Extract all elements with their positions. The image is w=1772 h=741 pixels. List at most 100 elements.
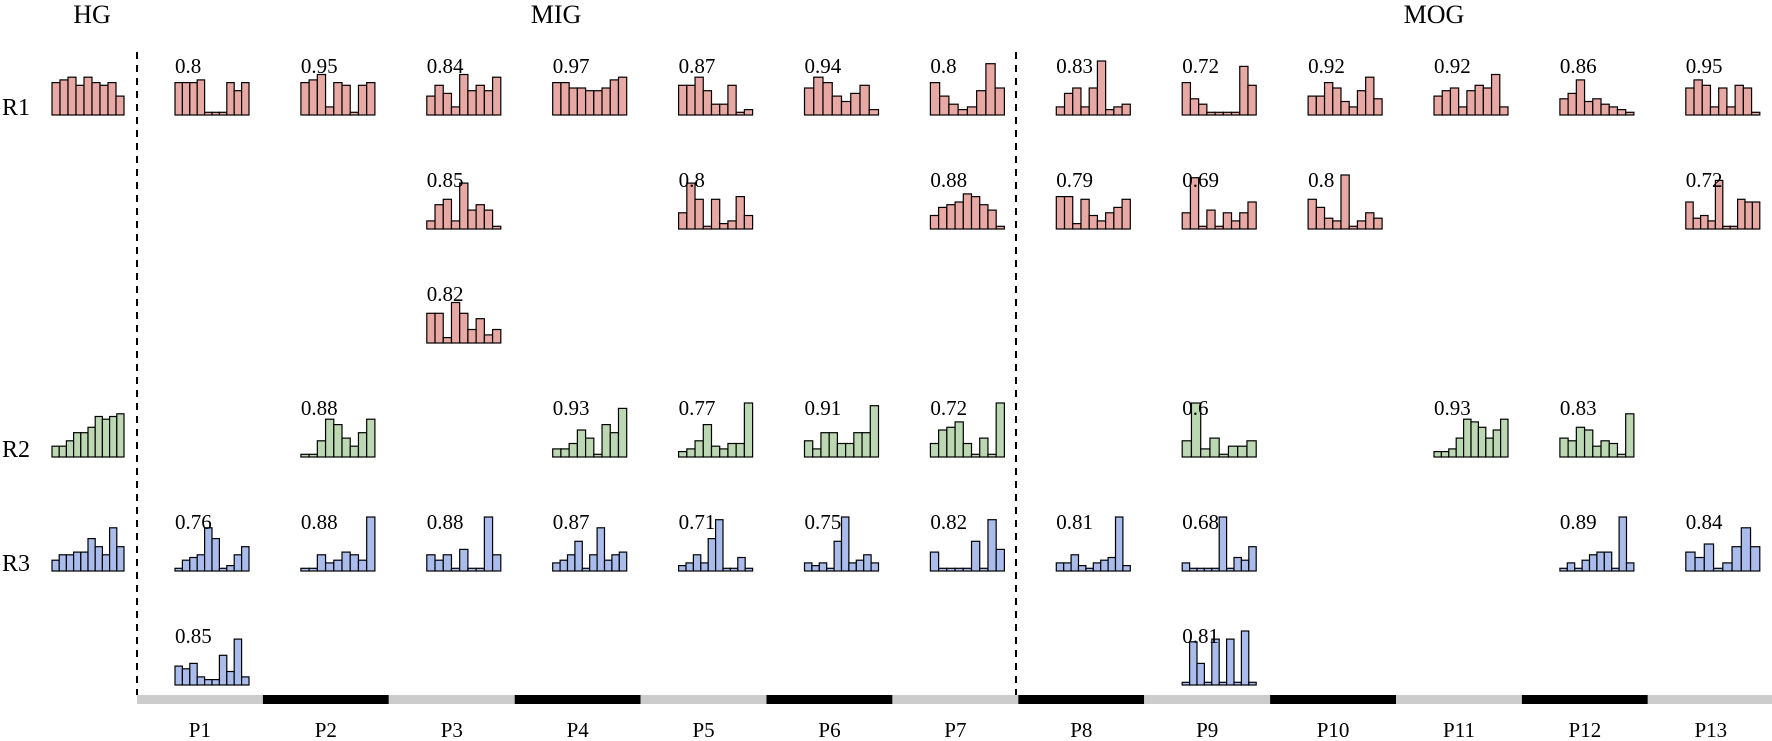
hist-r1-p6-1-bar-5 <box>840 100 852 116</box>
hist-r1-p12-1-bar-5 <box>1592 98 1602 116</box>
hist-r1-p9-1-bar-5 <box>1214 111 1224 116</box>
hist-r3-p6-1-bar-9 <box>863 554 872 572</box>
hist-r2-p12-1-bar-5 <box>1592 445 1602 458</box>
reference-hist-r1 <box>51 76 125 116</box>
score-label-r3-p3-1: 0.88 <box>427 510 464 534</box>
score-label-r1-p8-2: 0.79 <box>1056 168 1093 192</box>
hist-r3-p1-2-bar-1 <box>174 665 184 686</box>
hist-cell-r1-p7-2: 0.88 <box>929 168 1005 230</box>
hist-r1-p7-2-bar-5 <box>962 193 973 230</box>
hist-r1-p8-1-bar-4 <box>1080 106 1090 116</box>
hist-r2-p12-1-bar-1 <box>1559 437 1569 458</box>
column-band-p7 <box>892 695 1019 704</box>
hist-r3-p12-1-bar-2 <box>1566 562 1576 572</box>
hist-r1-p9-2-bar-9 <box>1247 201 1257 230</box>
hist-r1-p2-1-bar-5 <box>333 81 343 116</box>
hist-r1-p1-1-bar-8 <box>226 81 235 116</box>
hist-r1-p11-1-bar-9 <box>1499 106 1509 116</box>
hist-r3-p9-2-bar-3 <box>1196 662 1206 686</box>
hist-r2-p7-1-bar-1 <box>929 442 940 458</box>
score-label-r2-p4-1: 0.93 <box>553 396 590 420</box>
hist-r1-p7-1-bar-6 <box>976 90 987 116</box>
hist-r3-p5-1-bar-1 <box>677 564 687 572</box>
hist-r3-p2-1-bar-2 <box>308 567 318 572</box>
hist-r3-p6-1-bar-7 <box>848 562 857 572</box>
hist-r1-p13-2-bar-10 <box>1751 201 1761 230</box>
hist-cell-r1-p6-1: 0.94 <box>803 54 880 116</box>
hist-r2-p9-1-bar-1 <box>1181 440 1193 458</box>
hist-r1-p9-2-bar-6 <box>1222 212 1233 230</box>
hist-r2-p9-1-bar-6 <box>1227 445 1239 458</box>
hist-r1-p5-1-bar-6 <box>719 103 729 116</box>
hist-r2-p7-1-bar-8 <box>987 453 997 458</box>
hist-r3-p6-1-bar-5 <box>833 540 843 572</box>
hist-cell-r1-p4-1: 0.97 <box>552 54 628 116</box>
hist-r3-p7-1-bar-5 <box>962 567 973 572</box>
hist-r1-p13-2-bar-5 <box>1714 179 1724 230</box>
hist-r1-p10-1-bar-4 <box>1332 87 1342 116</box>
hist-r1-p6-1-bar-6 <box>850 92 861 116</box>
hist-r1-p10-2-bar-2 <box>1315 206 1326 230</box>
hist-r2-p4-1-bar-8 <box>609 432 620 458</box>
hist-r3-p12-1-bar-4 <box>1581 559 1591 572</box>
hist-r3-p9-2-bar-1 <box>1181 681 1191 686</box>
hist-r3-p7-1-bar-7 <box>979 567 989 572</box>
hist-r1-p10-1-bar-8 <box>1365 76 1375 116</box>
hist-r1-p2-1-bar-1 <box>300 81 310 116</box>
hist-r1-p3-2-bar-9 <box>491 225 502 230</box>
hist-r1-p4-1-bar-6 <box>593 90 603 116</box>
hist-cell-r1-p2-1: 0.95 <box>300 54 376 116</box>
hist-r2-p4-1-bar-1 <box>552 448 562 458</box>
hist-r1-p3-3-bar-7 <box>475 318 485 344</box>
hist-r2-p2-1-bar-8 <box>357 432 368 458</box>
hist-r1-p10-2-bar-3 <box>1323 217 1334 230</box>
hist-r1-p9-2-bar-1 <box>1181 212 1192 230</box>
hist-r3-p4-1-bar-7 <box>596 527 606 572</box>
hist-r1-p7-2-bar-3 <box>946 204 956 230</box>
hist-r2-p2-1-bar-1 <box>300 453 310 458</box>
hist-r3-p2-1-bar-9 <box>366 516 376 572</box>
hist-r1-p3-1-bar-1 <box>426 95 436 116</box>
hist-r1-p10-1-bar-3 <box>1323 81 1334 116</box>
score-label-r3-p7-1: 0.82 <box>930 510 967 534</box>
hist-r2-p2-1-bar-2 <box>308 453 318 458</box>
reference-r1-bar-3 <box>67 76 77 116</box>
hist-r3-p5-1-bar-9 <box>737 556 746 572</box>
hist-r3-p1-1-bar-9 <box>233 554 243 572</box>
score-label-r1-p3-1: 0.84 <box>427 54 464 78</box>
hist-r3-p8-1-bar-4 <box>1077 564 1087 572</box>
hist-r2-p5-1-bar-5 <box>710 445 721 458</box>
hist-r3-p1-1-bar-7 <box>218 567 228 572</box>
hist-cell-r2-p2-1: 0.88 <box>300 396 376 458</box>
score-label-r2-p12-1: 0.83 <box>1560 396 1597 420</box>
reference-r1-bar-9 <box>115 95 125 116</box>
score-label-r3-p9-2: 0.81 <box>1182 624 1219 648</box>
hist-r1-p7-1-bar-2 <box>939 95 950 116</box>
hist-r3-p4-1-bar-3 <box>566 554 576 572</box>
reference-r3-bar-3 <box>65 554 75 572</box>
hist-r3-p2-1-bar-4 <box>324 562 335 572</box>
score-label-r2-p2-1: 0.88 <box>301 396 338 420</box>
hist-r1-p4-1-bar-4 <box>576 87 587 116</box>
hist-cell-r2-p5-1: 0.77 <box>677 396 754 458</box>
hist-r1-p1-1-bar-10 <box>241 81 250 116</box>
hist-r2-p6-1-bar-9 <box>869 405 880 458</box>
hist-r3-p1-1-bar-3 <box>189 556 198 572</box>
reference-r2-bar-5 <box>80 432 89 458</box>
hist-r1-p3-3-bar-4 <box>450 301 461 344</box>
reference-r2-bar-4 <box>72 432 82 458</box>
hist-r1-p13-2-bar-3 <box>1699 214 1709 230</box>
hist-r2-p4-1-bar-7 <box>601 424 611 458</box>
hist-cell-r1-p9-2: 0.69 <box>1181 168 1257 230</box>
score-label-r3-p8-1: 0.81 <box>1056 510 1093 534</box>
hist-r1-p3-1-bar-2 <box>434 84 444 116</box>
hist-r3-p7-1-bar-2 <box>938 567 948 572</box>
score-label-r2-p9-1: 0.6 <box>1182 396 1208 420</box>
hist-r1-p7-1-bar-4 <box>957 108 969 116</box>
hist-cell-r2-p12-1: 0.83 <box>1559 396 1635 458</box>
hist-r3-p12-1-bar-6 <box>1596 551 1605 572</box>
hist-r1-p8-2-bar-1 <box>1055 196 1066 230</box>
reference-r2-bar-3 <box>65 440 75 458</box>
hist-r3-p6-1-bar-1 <box>803 562 813 572</box>
hist-r3-p7-1-bar-6 <box>970 540 981 572</box>
